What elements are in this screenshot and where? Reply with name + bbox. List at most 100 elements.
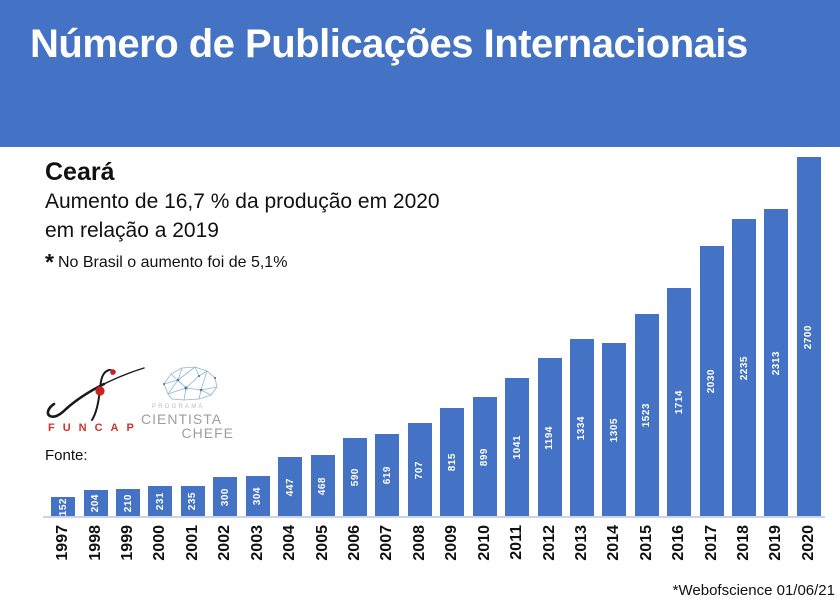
bar-2000: 231: [148, 486, 173, 517]
bar-area-2000: 231: [144, 150, 176, 517]
chart-column-1998: 204 1998: [79, 150, 111, 570]
x-axis-label-2011: 2011: [508, 525, 526, 560]
bar-2003: 304: [245, 476, 270, 517]
chart-column-2004: 447 2004: [274, 150, 306, 570]
chart-column-2001: 235 2001: [177, 150, 209, 570]
x-axis-label-2010: 2010: [475, 525, 493, 561]
chart-column-2006: 590 2006: [339, 150, 371, 570]
bar-2001: 235: [180, 486, 205, 517]
x-axis-label-2018: 2018: [735, 525, 753, 561]
x-axis-label-2012: 2012: [540, 525, 558, 561]
cientista-label: CIENTISTA: [141, 411, 223, 427]
bar-value-label-2013: 1334: [576, 415, 588, 441]
x-axis-label-2004: 2004: [281, 525, 299, 561]
chart-column-2009: 815 2009: [436, 150, 468, 570]
region-label: Ceará: [45, 158, 115, 186]
bar-value-label-2003: 304: [252, 487, 264, 506]
bar-area-2012: 1194: [533, 150, 565, 517]
funcap-wordmark: FUNCAP: [48, 422, 142, 434]
bar-area-2004: 447: [274, 150, 306, 517]
x-axis-label-2015: 2015: [637, 525, 655, 561]
x-axis-label-1997: 1997: [54, 525, 72, 561]
cientista-chefe-logo: PROGRAMA CIENTISTA CHEFE: [138, 364, 240, 446]
asterisk: *: [45, 249, 54, 276]
x-axis-line: [43, 516, 825, 518]
funcap-red-dot: [95, 386, 105, 396]
chart-column-2020: 2700 2020: [793, 150, 825, 570]
bar-2020: 2700: [796, 157, 821, 517]
chart-column-2014: 1305 2014: [598, 150, 630, 570]
bar-area-2007: 619: [371, 150, 403, 517]
bar-2008: 707: [407, 423, 432, 517]
bar-2015: 1523: [634, 314, 659, 517]
bar-area-2009: 815: [436, 150, 468, 517]
bar-value-label-2007: 619: [381, 466, 393, 485]
chart-column-2011: 1041 2011: [501, 150, 533, 570]
chart-column-2015: 1523 2015: [631, 150, 663, 570]
bar-area-2015: 1523: [631, 150, 663, 517]
x-axis-label-2017: 2017: [702, 525, 720, 561]
bar-area-2005: 468: [306, 150, 338, 517]
x-axis-label-2006: 2006: [346, 525, 363, 561]
bar-area-2011: 1041: [501, 150, 533, 517]
source-label: Fonte:: [45, 447, 88, 464]
bar-area-2019: 2313: [760, 150, 792, 517]
chart-column-1999: 210 1999: [112, 150, 144, 570]
funcap-logo: FUNCAP: [46, 364, 146, 444]
chart-column-2019: 2313 2019: [760, 150, 792, 570]
bar-2018: 2235: [732, 219, 757, 517]
chart-column-2007: 619 2007: [371, 150, 403, 570]
chart-column-1997: 152 1997: [47, 150, 79, 570]
x-axis-label-2002: 2002: [216, 525, 234, 561]
chart-column-2010: 899 2010: [468, 150, 500, 570]
bar-value-label-2015: 1523: [641, 403, 653, 428]
x-axis-label-2008: 2008: [410, 525, 428, 561]
chart-column-2000: 231 2000: [144, 150, 176, 570]
bar-area-2013: 1334: [566, 150, 598, 517]
bar-value-label-2004: 447: [284, 477, 296, 497]
bar-value-label-2006: 590: [349, 468, 361, 487]
bar-area-2001: 235: [177, 150, 209, 517]
bar-chart: 152 1997 204 1998 210 1999 231 2000 235 2001 300 20…: [43, 150, 825, 570]
x-axis-label-2000: 2000: [151, 525, 169, 561]
x-axis-label-1998: 1998: [86, 525, 104, 561]
bar-area-2016: 1714: [663, 150, 695, 517]
chart-column-2008: 707 2008: [404, 150, 436, 570]
bar-value-label-2005: 468: [317, 476, 329, 496]
bar-value-label-2020: 2700: [803, 324, 815, 350]
x-axis-label-2001: 2001: [183, 525, 201, 561]
bar-area-2003: 304: [242, 150, 274, 517]
bar-2012: 1194: [537, 358, 562, 517]
bar-area-2006: 590: [339, 150, 371, 517]
x-axis-label-1999: 1999: [119, 525, 137, 561]
brazil-note-text: No Brasil o aumento foi de 5,1%: [57, 254, 288, 272]
chart-column-2013: 1334 2013: [566, 150, 598, 570]
bar-value-label-2018: 2235: [738, 355, 750, 381]
annotation-block: Ceará Aumento de 16,7 % da produção em 2…: [45, 157, 440, 276]
bar-1998: 204: [83, 490, 108, 517]
x-axis-label-2007: 2007: [378, 525, 396, 561]
bar-area-2014: 1305: [598, 150, 630, 517]
bar-value-label-2014: 1305: [608, 417, 620, 443]
bar-value-label-2008: 707: [414, 460, 426, 480]
bar-value-label-2016: 1714: [673, 390, 685, 415]
bar-value-label-1997: 152: [57, 497, 69, 517]
chart-column-2012: 1194 2012: [533, 150, 565, 570]
bar-2005: 468: [310, 455, 335, 517]
growth-line-1: Aumento de 16,7 % da produção em 2020: [45, 190, 440, 214]
bar-2010: 899: [472, 397, 497, 517]
bar-2007: 619: [375, 434, 400, 517]
bar-value-label-2011: 1041: [511, 435, 523, 460]
bar-area-1999: 210: [112, 150, 144, 517]
brazil-note: * No Brasil o aumento foi de 5,1%: [45, 249, 440, 276]
x-axis-label-2016: 2016: [670, 525, 688, 561]
bar-value-label-2002: 300: [219, 487, 231, 507]
bar-value-label-2017: 2030: [706, 369, 718, 394]
x-axis-label-2019: 2019: [767, 525, 785, 561]
bar-2019: 2313: [764, 209, 789, 517]
bar-value-label-1999: 210: [122, 493, 134, 513]
bar-2002: 300: [213, 477, 238, 517]
chart-column-2017: 2030 2017: [695, 150, 727, 570]
x-axis-label-2003: 2003: [248, 525, 266, 561]
programa-label: PROGRAMA: [152, 404, 205, 410]
